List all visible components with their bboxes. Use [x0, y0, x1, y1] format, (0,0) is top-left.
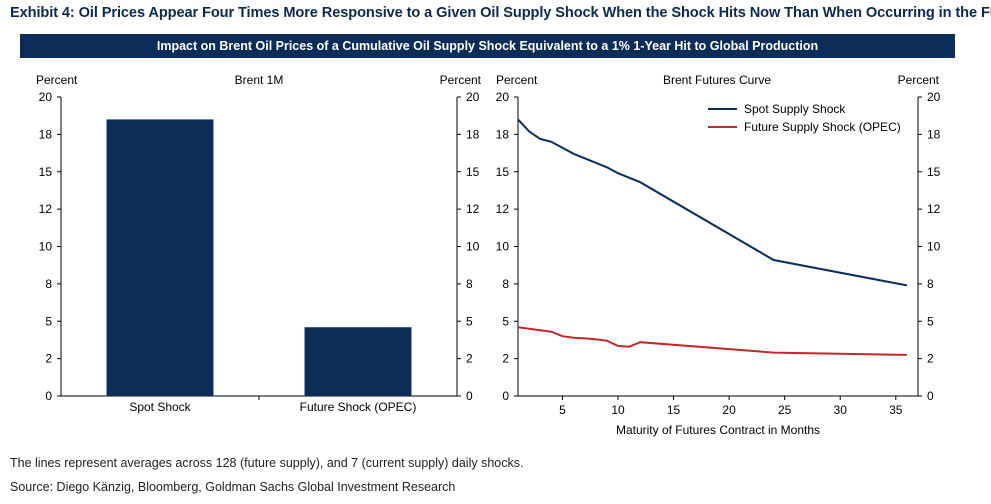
- line-chart-right-tick-label: 20: [927, 90, 941, 104]
- line-chart-left-tick-label: 15: [496, 165, 510, 179]
- line-chart-right-tick-label: 18: [927, 127, 941, 141]
- bar-chart-left-tick-label: 20: [39, 90, 53, 104]
- bar-category-label: Spot Shock: [129, 400, 191, 414]
- line-chart-x-tick-label: 5: [559, 403, 566, 417]
- bar-chart-right-tick-label: 2: [466, 352, 473, 366]
- line-chart-title: Brent Futures Curve: [663, 73, 771, 87]
- bar-2: [304, 327, 412, 396]
- bar-chart-right-tick-label: 0: [466, 389, 473, 403]
- line-chart-left-tick-label: 0: [502, 389, 509, 403]
- bar-chart-left-tick-label: 0: [45, 389, 52, 403]
- line-chart-right-tick-label: 10: [927, 240, 941, 254]
- line-chart-right-axis-label: Percent: [898, 73, 940, 87]
- line-chart-left-tick-label: 2: [502, 352, 509, 366]
- line-chart-x-tick-label: 35: [889, 403, 903, 417]
- bar-chart-left-tick-label: 2: [45, 352, 52, 366]
- line-chart-left-axis-label: Percent: [496, 73, 538, 87]
- bar-1: [106, 119, 214, 397]
- bar-chart-right-tick-label: 15: [466, 165, 480, 179]
- bar-category-label: Future Shock (OPEC): [300, 400, 417, 414]
- bar-chart-right-tick-label: 5: [466, 314, 473, 328]
- line-chart-left-tick-label: 10: [496, 240, 510, 254]
- line-chart-right-tick-label: 15: [927, 165, 941, 179]
- legend-label-2: Future Supply Shock (OPEC): [744, 120, 901, 134]
- line-chart-x-tick-label: 30: [834, 403, 848, 417]
- line-chart-x-tick-label: 20: [722, 403, 736, 417]
- chart-banner-title: Impact on Brent Oil Prices of a Cumulati…: [20, 34, 955, 58]
- line-chart-x-tick-label: 10: [611, 403, 625, 417]
- bar-chart-right-tick-label: 10: [466, 240, 480, 254]
- bar-chart-left-tick-label: 8: [45, 277, 52, 291]
- line-chart-right-tick-label: 5: [927, 314, 934, 328]
- bar-chart-right-tick-label: 12: [466, 202, 480, 216]
- line-chart-left-tick-label: 12: [496, 202, 510, 216]
- series-line-future-supply-shock: [517, 326, 907, 356]
- line-chart-right-tick-label: 12: [927, 202, 941, 216]
- line-chart-left-tick-label: 5: [502, 314, 509, 328]
- line-chart-right-tick-label: 0: [927, 389, 934, 403]
- bar-chart-left-tick-label: 12: [39, 202, 53, 216]
- banner-title-text: Impact on Brent Oil Prices of a Cumulati…: [156, 39, 819, 53]
- bar-chart-right-tick-label: 8: [466, 277, 473, 291]
- bar-chart-right-tick-label: 18: [466, 127, 480, 141]
- bar-chart-title: Brent 1M: [235, 73, 284, 87]
- line-chart-left-tick-label: 20: [496, 90, 510, 104]
- line-chart-left-tick-label: 18: [496, 127, 510, 141]
- bar-chart-left-tick-label: 10: [39, 240, 53, 254]
- source-note: Source: Diego Känzig, Bloomberg, Goldman…: [10, 480, 456, 494]
- footnote: The lines represent averages across 128 …: [10, 456, 524, 470]
- bar-chart-left-tick-label: 5: [45, 314, 52, 328]
- line-chart-right-tick-label: 2: [927, 352, 934, 366]
- bar-chart-left-axis-label: Percent: [36, 73, 78, 87]
- bar-chart-left-tick-label: 15: [39, 165, 53, 179]
- line-chart-x-axis-label: Maturity of Futures Contract in Months: [616, 423, 820, 437]
- line-chart-x-tick-label: 15: [667, 403, 681, 417]
- bar-chart-right-tick-label: 20: [466, 90, 480, 104]
- line-chart-left-tick-label: 8: [502, 277, 509, 291]
- line-chart-x-tick-label: 25: [778, 403, 792, 417]
- line-chart-right-tick-label: 8: [927, 277, 934, 291]
- series-line-spot-supply-shock: [517, 118, 908, 287]
- bar-chart-left-tick-label: 18: [39, 127, 53, 141]
- exhibit-title: Exhibit 4: Oil Prices Appear Four Times …: [10, 5, 991, 21]
- bar-chart-right-axis-label: Percent: [440, 73, 482, 87]
- legend-label-1: Spot Supply Shock: [744, 102, 846, 116]
